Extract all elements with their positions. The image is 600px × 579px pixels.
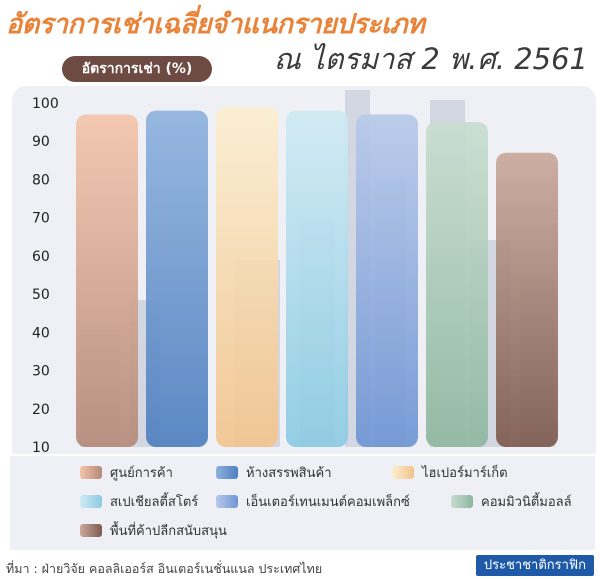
legend-label: เอ็นเตอร์เทนเมนต์คอมเพล็กซ์ <box>246 495 410 510</box>
legend-label: พื้นที่ค้าปลีกสนับสนุน <box>110 524 227 539</box>
legend-swatch <box>216 495 238 508</box>
y-tick-label: 70 <box>32 211 50 227</box>
legend-swatch <box>80 466 102 479</box>
legend-item: เอ็นเตอร์เทนเมนต์คอมเพล็กซ์ <box>216 491 410 512</box>
y-tick-label: 10 <box>32 440 50 456</box>
legend-swatch <box>216 466 238 479</box>
y-tick-label: 100 <box>32 96 59 112</box>
bar <box>146 110 208 448</box>
y-axis-label: อัตราการเช่า (%) <box>62 56 212 82</box>
legend-item: สเปเชียลตี้สโตร์ <box>80 491 198 512</box>
bar <box>286 110 348 448</box>
legend-label: ไฮเปอร์มาร์เก็ต <box>422 466 508 481</box>
y-tick-label: 40 <box>32 325 50 341</box>
legend-item: คอมมิวนิตี้มอลล์ <box>451 491 572 512</box>
y-axis-ticks: 10 20 30 40 50 60 70 80 90 100 <box>32 96 59 456</box>
bar <box>356 114 418 447</box>
brand-badge: ประชาชาติกราฟิก <box>475 555 594 576</box>
y-tick-label: 80 <box>32 172 50 188</box>
legend-item: ไฮเปอร์มาร์เก็ต <box>392 462 508 483</box>
legend-label: สเปเชียลตี้สโตร์ <box>110 495 199 510</box>
bar <box>216 106 278 448</box>
chart-title: อัตราการเช่าเฉลี่ยจำแนกรายประเภท <box>6 9 425 40</box>
y-tick-label: 60 <box>32 249 50 265</box>
bar <box>76 114 138 447</box>
y-tick-label: 30 <box>32 364 50 380</box>
legend-item: พื้นที่ค้าปลีกสนับสนุน <box>80 520 227 541</box>
legend: ศูนย์การค้า ห้างสรรพสินค้า ไฮเปอร์มาร์เก็ต… <box>10 456 595 550</box>
y-tick-label: 90 <box>32 134 50 150</box>
legend-label: คอมมิวนิตี้มอลล์ <box>481 495 572 510</box>
legend-label: ศูนย์การค้า <box>110 466 173 481</box>
legend-swatch <box>80 524 102 537</box>
bars <box>76 106 558 448</box>
bar <box>496 152 558 447</box>
bar <box>426 122 488 447</box>
legend-swatch <box>392 466 414 479</box>
bar-chart: 10 20 30 40 50 60 70 80 90 100 <box>32 90 558 456</box>
chart-subtitle: ณ ไตรมาส 2 พ.ศ. 2561 <box>273 42 588 76</box>
y-tick-label: 20 <box>32 402 50 418</box>
source-note: ที่มา : ฝ่ายวิจัย คอลลิเออร์ส อินเตอร์เน… <box>6 561 323 576</box>
y-tick-label: 50 <box>32 287 50 303</box>
legend-item: ห้างสรรพสินค้า <box>216 462 332 483</box>
legend-label: ห้างสรรพสินค้า <box>246 466 332 481</box>
legend-swatch <box>451 495 473 508</box>
legend-swatch <box>80 495 102 508</box>
legend-item: ศูนย์การค้า <box>80 462 173 483</box>
